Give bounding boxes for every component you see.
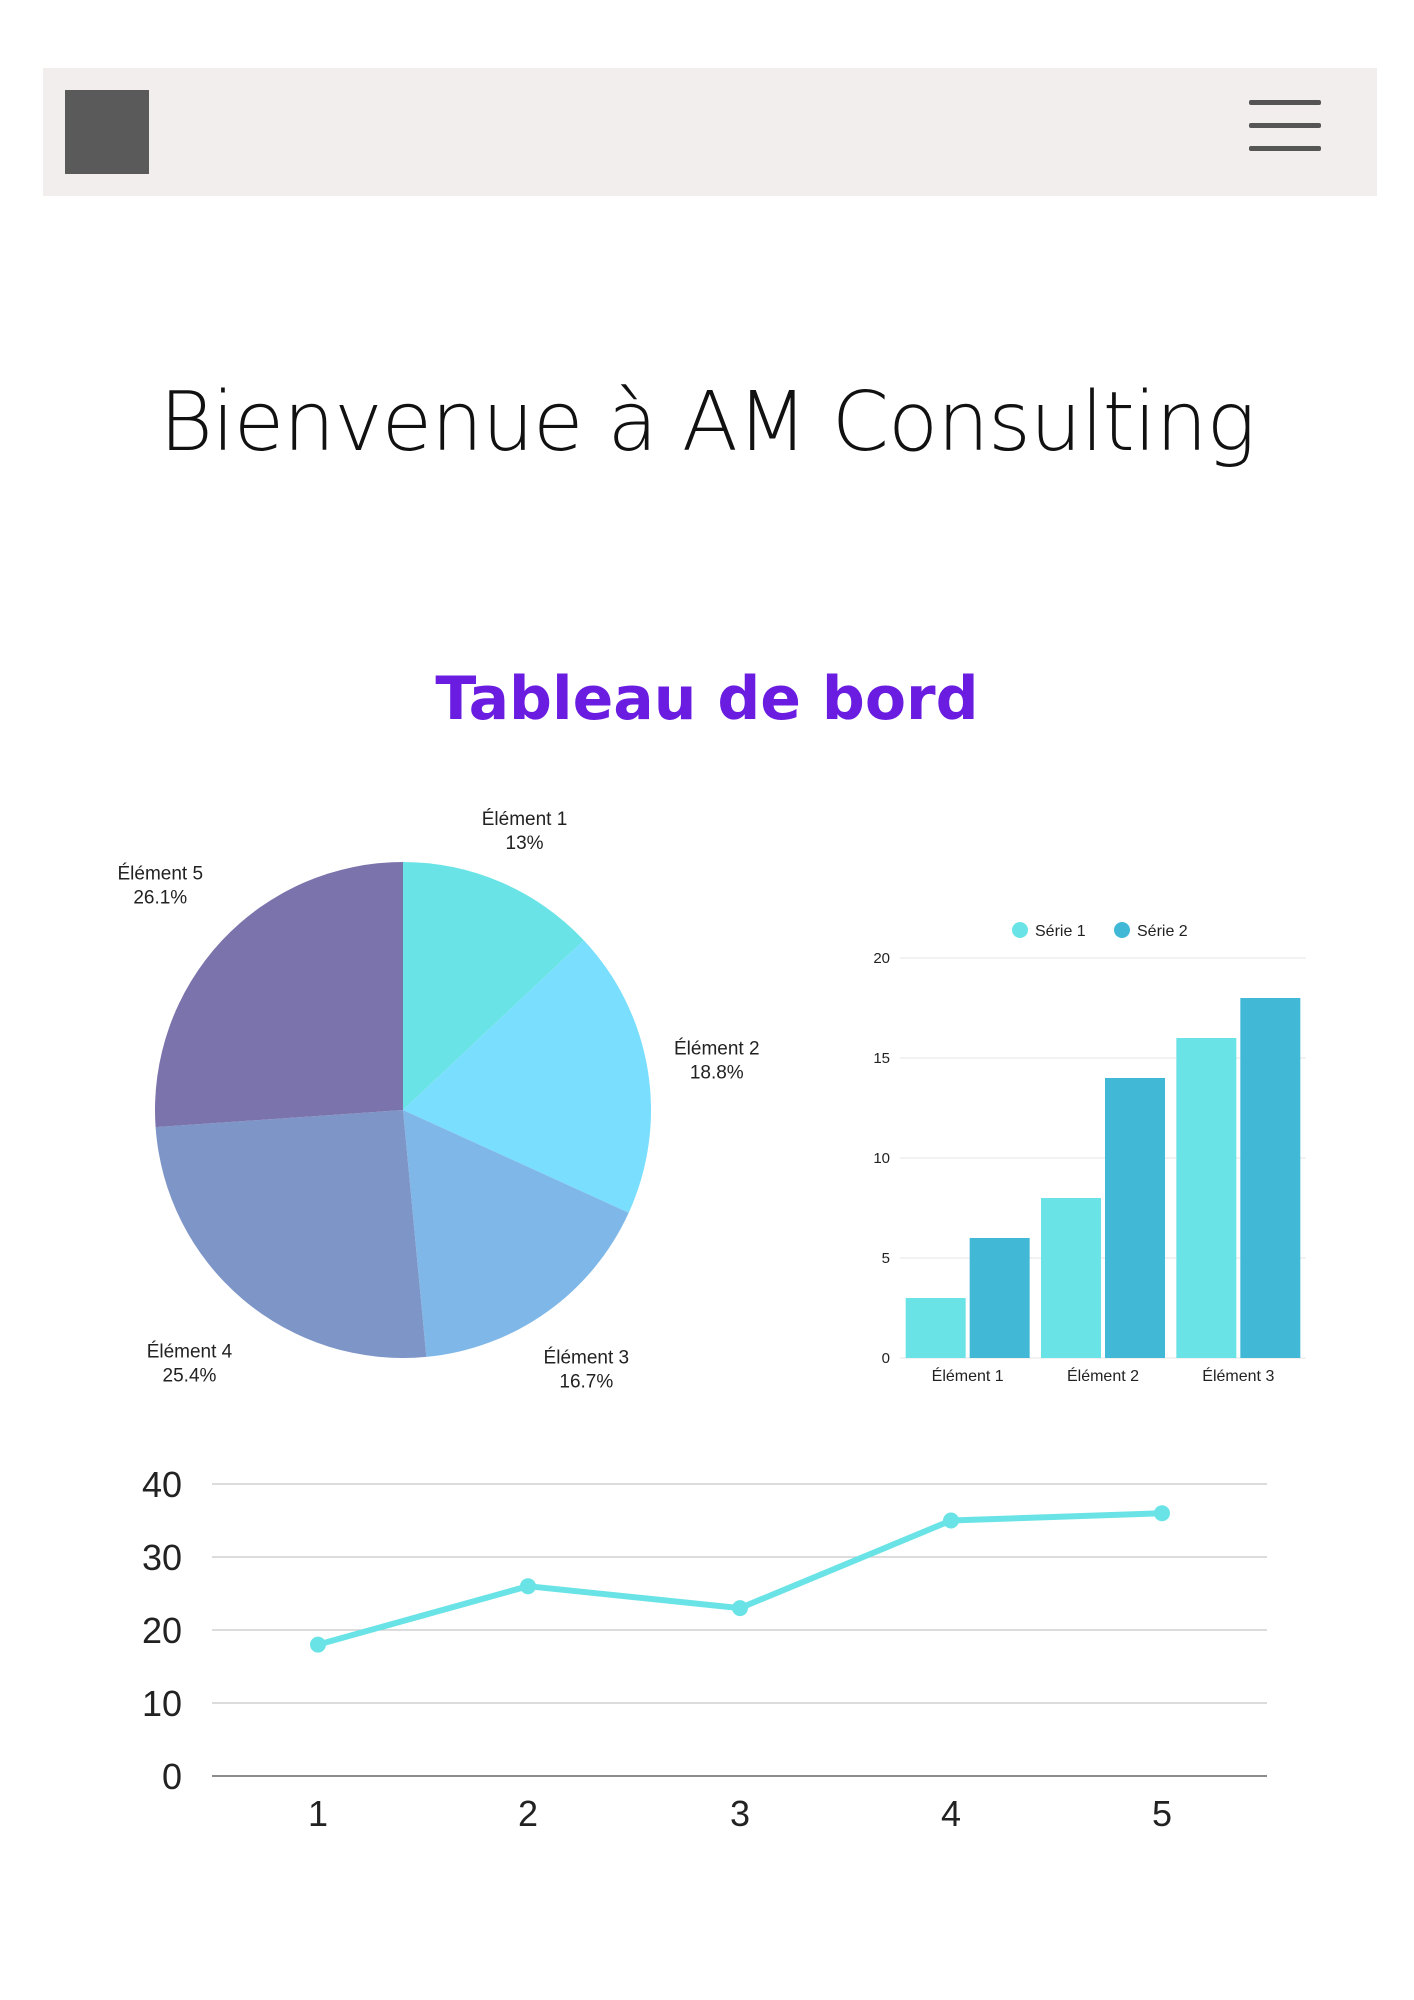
line-y-tick: 40 — [142, 1464, 182, 1505]
pie-label: Élément 3 — [544, 1347, 630, 1368]
pie-label: Élément 4 — [147, 1342, 233, 1363]
bar — [1176, 1038, 1237, 1358]
line-point — [310, 1636, 326, 1653]
legend-label: Série 2 — [1137, 923, 1188, 940]
bar-y-tick: 5 — [882, 1250, 890, 1267]
bar — [1105, 1078, 1165, 1358]
bar-y-tick: 15 — [873, 1050, 890, 1067]
pie-value-label: 25.4% — [163, 1366, 217, 1387]
legend-marker — [1114, 922, 1130, 938]
pie-label: Élément 2 — [674, 1038, 760, 1059]
pie-slice — [403, 1110, 629, 1357]
top-bar — [43, 68, 1377, 196]
legend-label: Série 1 — [1035, 923, 1086, 940]
bar-y-tick: 20 — [873, 950, 890, 967]
bar — [905, 1298, 966, 1358]
pie-value-label: 26.1% — [133, 887, 187, 908]
pie-label: Élément 1 — [482, 809, 568, 830]
bar — [1240, 998, 1301, 1358]
line-point — [520, 1578, 536, 1595]
pie-value-label: 13% — [506, 833, 544, 854]
line-x-tick: 4 — [941, 1793, 961, 1834]
line-x-tick: 2 — [518, 1793, 538, 1834]
pie-value-label: 16.7% — [559, 1371, 613, 1392]
line-x-tick: 1 — [308, 1793, 328, 1834]
line-point — [943, 1512, 959, 1529]
logo[interactable] — [65, 90, 149, 174]
bar-y-tick: 10 — [873, 1150, 890, 1167]
line-x-tick: 3 — [730, 1793, 750, 1834]
pie-slice — [155, 862, 403, 1128]
pie-label: Élément 5 — [117, 863, 203, 884]
line-y-tick: 30 — [142, 1537, 182, 1578]
line-point — [732, 1600, 748, 1617]
line-point — [1154, 1505, 1170, 1522]
pie-slice — [155, 1110, 427, 1358]
bar-y-tick: 0 — [882, 1350, 890, 1367]
bar — [969, 1238, 1030, 1358]
bar-x-tick: Élément 2 — [1067, 1366, 1139, 1385]
pie-slice — [403, 862, 584, 1110]
legend-marker — [1012, 922, 1028, 938]
line-y-tick: 10 — [142, 1683, 182, 1724]
page-title: Bienvenue à AM Consulting — [159, 375, 1256, 470]
dashboard-title: Tableau de bord — [435, 664, 979, 734]
hamburger-menu-icon[interactable] — [1249, 100, 1321, 156]
line-y-tick: 20 — [142, 1610, 182, 1651]
bar-x-tick: Élément 3 — [1202, 1366, 1274, 1385]
line-y-tick: 0 — [162, 1756, 182, 1797]
bar — [1041, 1198, 1101, 1358]
pie-value-label: 18.8% — [690, 1062, 744, 1083]
line-series — [317, 1510, 1163, 1648]
pie-slice — [403, 940, 651, 1213]
bar-x-tick: Élément 1 — [932, 1366, 1004, 1385]
line-x-tick: 5 — [1152, 1793, 1172, 1834]
